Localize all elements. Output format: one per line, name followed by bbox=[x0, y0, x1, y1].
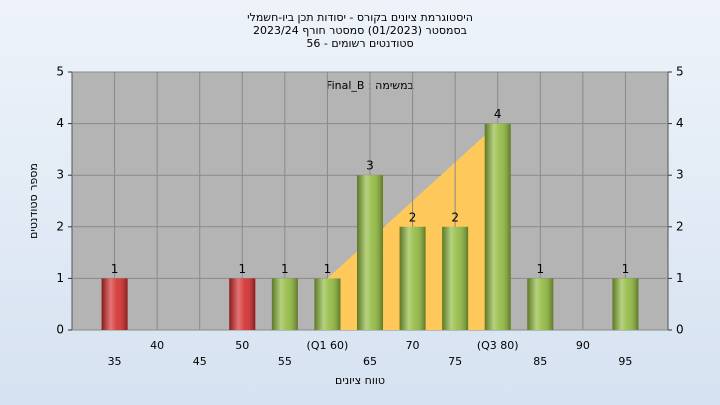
x-tick-label: 95 bbox=[618, 355, 632, 368]
x-tick-label: (Q1 60) bbox=[307, 339, 349, 352]
y2-tick-label: 3 bbox=[676, 168, 684, 182]
value-label: 1 bbox=[622, 262, 630, 276]
x-tick-label: 40 bbox=[150, 339, 164, 352]
x-tick-label: 35 bbox=[108, 355, 122, 368]
value-label: 1 bbox=[238, 262, 246, 276]
y-tick-label: 3 bbox=[56, 168, 64, 182]
chart-subtitle: סטודנטים רשומים - 56 bbox=[306, 37, 413, 50]
value-label: 2 bbox=[409, 210, 417, 224]
y-tick-label: 2 bbox=[56, 219, 64, 233]
bar-shine bbox=[314, 278, 341, 330]
bar-shine bbox=[612, 278, 639, 330]
y-tick-label: 5 bbox=[56, 65, 64, 79]
bar-shine bbox=[229, 278, 256, 330]
value-label: 1 bbox=[281, 262, 289, 276]
y-tick-label: 1 bbox=[56, 271, 64, 285]
value-label: 3 bbox=[366, 159, 374, 173]
y2-tick-label: 1 bbox=[676, 271, 684, 285]
bar-shine bbox=[399, 226, 426, 330]
x-tick-label: 90 bbox=[576, 339, 590, 352]
y2-tick-label: 0 bbox=[676, 323, 684, 337]
y-tick-label: 4 bbox=[56, 116, 64, 130]
value-label: 1 bbox=[324, 262, 332, 276]
value-label: 2 bbox=[451, 210, 459, 224]
bar-shine bbox=[484, 123, 511, 330]
bar-shine bbox=[527, 278, 554, 330]
y-axis-label: מספר סטודנטים bbox=[27, 163, 40, 239]
x-tick-label: 70 bbox=[406, 339, 420, 352]
x-tick-label: 45 bbox=[193, 355, 207, 368]
y2-tick-label: 2 bbox=[676, 219, 684, 233]
x-tick-label: 75 bbox=[448, 355, 462, 368]
chart-title: היסטוגרמת ציונים בקורס - יסודות תכן ביו-… bbox=[247, 11, 473, 24]
value-label: 1 bbox=[111, 262, 119, 276]
chart-subtitle: בסמסטר (01/2023) סמסטר חורף 2023/24 bbox=[253, 24, 467, 37]
bar-shine bbox=[271, 278, 298, 330]
x-tick-label: 55 bbox=[278, 355, 292, 368]
x-tick-label: (Q3 80) bbox=[477, 339, 519, 352]
x-tick-label: 85 bbox=[533, 355, 547, 368]
y2-tick-label: 4 bbox=[676, 116, 684, 130]
value-label: 4 bbox=[494, 107, 502, 121]
x-tick-label: 65 bbox=[363, 355, 377, 368]
value-label: 1 bbox=[536, 262, 544, 276]
bar-shine bbox=[442, 226, 469, 330]
y-tick-label: 0 bbox=[56, 323, 64, 337]
bar-shine bbox=[101, 278, 128, 330]
y2-tick-label: 5 bbox=[676, 65, 684, 79]
bar-shine bbox=[357, 175, 383, 330]
x-tick-label: 50 bbox=[235, 339, 249, 352]
x-axis-label: טווח ציונים bbox=[335, 374, 385, 387]
